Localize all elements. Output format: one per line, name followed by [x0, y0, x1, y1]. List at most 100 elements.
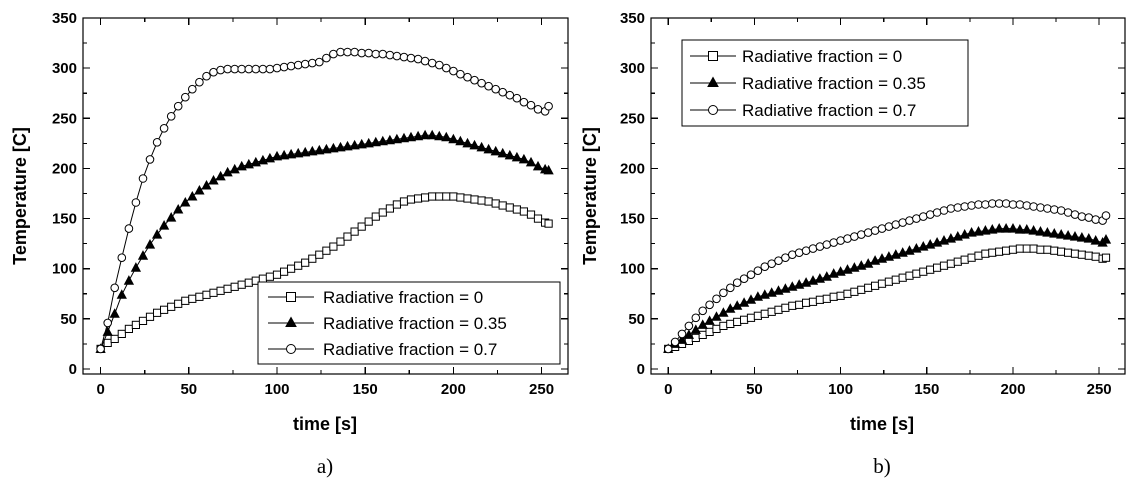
- legend: Radiative fraction = 0 Radiative fractio…: [257, 281, 561, 365]
- data-point: [953, 203, 963, 212]
- data-point: [456, 193, 465, 202]
- data-point: [188, 294, 197, 303]
- data-point: [187, 190, 198, 201]
- data-point: [1015, 244, 1024, 253]
- data-point: [237, 280, 246, 289]
- data-point: [519, 207, 528, 216]
- data-point: [463, 194, 472, 203]
- data-point: [300, 146, 311, 157]
- series-layer: [663, 199, 1112, 354]
- data-point: [988, 248, 997, 257]
- data-point: [738, 297, 750, 307]
- data-point: [180, 196, 191, 207]
- data-point: [1042, 227, 1053, 237]
- y-tick-label: 250: [620, 110, 645, 127]
- data-point: [286, 61, 296, 71]
- data-point: [705, 300, 714, 310]
- data-point: [342, 140, 353, 151]
- data-point: [498, 87, 508, 97]
- legend-label: Radiative fraction = 0: [323, 288, 483, 307]
- data-point: [315, 57, 324, 67]
- data-point: [698, 306, 708, 316]
- data-point: [1101, 211, 1111, 220]
- data-point: [477, 196, 486, 205]
- data-point: [483, 143, 494, 154]
- data-point: [477, 78, 486, 88]
- data-point: [321, 143, 332, 154]
- series-0: [664, 244, 1111, 353]
- data-point: [712, 324, 721, 333]
- y-tick-label: 0: [69, 361, 77, 378]
- data-point: [209, 288, 218, 297]
- data-point: [272, 270, 282, 279]
- data-point: [158, 220, 170, 230]
- data-point: [1091, 252, 1100, 261]
- data-point: [1002, 246, 1011, 255]
- legend-item-1: Radiative fraction = 0.35: [690, 74, 926, 93]
- x-tick-label: 50: [746, 381, 763, 398]
- data-point: [271, 150, 283, 161]
- data-point: [285, 148, 297, 159]
- data-point: [343, 47, 352, 57]
- data-point: [329, 242, 338, 251]
- data-point: [504, 149, 515, 160]
- data-point: [343, 232, 352, 241]
- data-point: [434, 130, 445, 141]
- data-point: [280, 267, 289, 276]
- data-point: [138, 174, 148, 183]
- data-point: [1091, 215, 1100, 224]
- legend-item-2: Radiative fraction = 0.7: [690, 101, 916, 120]
- data-point: [173, 203, 184, 214]
- data-point: [705, 327, 714, 336]
- data-point: [683, 329, 695, 339]
- data-point: [919, 267, 928, 276]
- data-point: [525, 156, 537, 167]
- data-point: [1090, 235, 1101, 245]
- data-point: [384, 134, 396, 145]
- data-point: [774, 305, 783, 314]
- data-point: [378, 208, 387, 217]
- data-point: [980, 225, 991, 235]
- data-point: [781, 303, 790, 312]
- data-point: [1014, 224, 1026, 234]
- data-point: [335, 141, 346, 152]
- data-point: [745, 294, 757, 304]
- data-point: [216, 286, 225, 295]
- data-point: [151, 229, 163, 239]
- x-tick-label: 50: [180, 381, 197, 398]
- data-point: [802, 298, 811, 307]
- data-point: [843, 289, 852, 298]
- data-point: [898, 273, 907, 282]
- data-point: [167, 302, 176, 311]
- data-point: [1077, 250, 1087, 259]
- data-point: [1022, 244, 1031, 253]
- y-tick-labels: 0 50 100 150 200 250 300 350: [52, 10, 77, 378]
- data-point: [124, 224, 134, 233]
- data-point: [821, 271, 832, 281]
- legend-marker-circle: [286, 344, 296, 354]
- x-axis-title: time [s]: [850, 414, 914, 434]
- data-point: [1008, 245, 1018, 254]
- data-point: [974, 251, 983, 260]
- data-point: [746, 313, 756, 322]
- plot-area-frame: [82, 17, 569, 375]
- data-point: [684, 321, 694, 331]
- data-point: [435, 192, 444, 201]
- data-point: [265, 64, 275, 74]
- data-point: [216, 65, 225, 75]
- data-point: [973, 226, 984, 236]
- data-point: [244, 64, 254, 74]
- data-point: [208, 174, 219, 185]
- data-point: [188, 84, 197, 94]
- panel-label: a): [317, 454, 333, 478]
- data-point: [753, 266, 763, 276]
- panel-label: b): [873, 454, 891, 478]
- x-tick-labels: 0 50 100 150 200 250: [96, 381, 554, 398]
- data-point: [293, 147, 304, 158]
- data-point: [336, 237, 345, 246]
- data-point: [131, 198, 141, 207]
- data-point: [739, 274, 749, 284]
- data-point: [967, 201, 976, 210]
- data-point: [294, 261, 303, 270]
- data-point: [293, 60, 303, 70]
